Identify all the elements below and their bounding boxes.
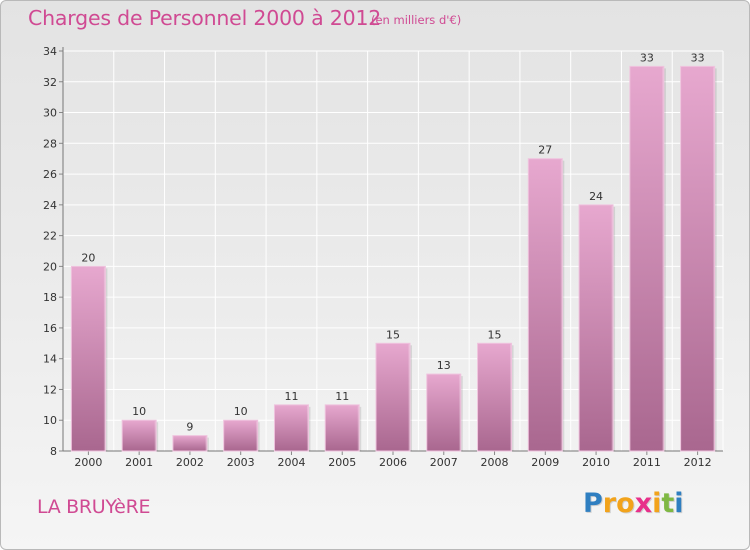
x-tick-label: 2004 <box>277 456 305 469</box>
x-tick-label: 2010 <box>582 456 610 469</box>
y-tick-label: 34 <box>43 45 57 58</box>
y-tick-label: 20 <box>43 260 57 273</box>
x-tick-label: 2002 <box>176 456 204 469</box>
x-tick-label: 2005 <box>328 456 356 469</box>
bar <box>578 204 614 452</box>
bar-value-label: 9 <box>186 421 193 434</box>
bar-value-label: 33 <box>691 51 705 64</box>
x-tick-label: 2011 <box>633 456 661 469</box>
bar <box>375 342 411 452</box>
bars <box>70 65 717 452</box>
bar <box>527 158 563 452</box>
x-tick-label: 2008 <box>481 456 509 469</box>
bar <box>121 419 157 452</box>
bar-value-label: 15 <box>386 328 400 341</box>
x-tick-label: 2006 <box>379 456 407 469</box>
x-axis-ticks: 2000 2001 2002 2003 2004 2005 2006 2007 2008 2009… <box>74 456 711 469</box>
logo-letter: r <box>602 488 617 519</box>
bar-value-label: 33 <box>640 51 654 64</box>
bar-value-label: 15 <box>488 328 502 341</box>
logo-letter: i <box>652 488 662 519</box>
y-tick-label: 24 <box>43 199 57 212</box>
y-tick-label: 28 <box>43 137 57 150</box>
x-tick-label: 2012 <box>684 456 712 469</box>
bar-value-label: 27 <box>538 144 552 157</box>
bar <box>680 65 716 452</box>
y-tick-label: 30 <box>43 107 57 120</box>
bar-value-label: 20 <box>81 251 95 264</box>
y-tick-label: 8 <box>50 445 57 458</box>
logo-letter: x <box>634 488 653 519</box>
x-tick-label: 2009 <box>531 456 559 469</box>
logo-letter: P <box>583 488 603 519</box>
y-tick-label: 10 <box>43 414 57 427</box>
y-tick-label: 18 <box>43 291 57 304</box>
x-tick-label: 2001 <box>125 456 153 469</box>
logo-letter: i <box>674 488 684 519</box>
bar <box>70 265 106 452</box>
chart-title: Charges de Personnel 2000 à 2012 <box>28 6 382 30</box>
y-tick-label: 32 <box>43 76 57 89</box>
bar <box>426 373 462 452</box>
y-tick-label: 14 <box>43 353 57 366</box>
x-tick-label: 2007 <box>430 456 458 469</box>
bar <box>477 342 513 452</box>
logo-letter: t <box>661 488 675 519</box>
bar-value-label: 24 <box>589 190 603 203</box>
location-label: LA BRUYèRE <box>37 496 151 518</box>
bar-value-label: 11 <box>284 390 298 403</box>
bar-value-label: 10 <box>234 405 248 418</box>
x-tick-label: 2003 <box>227 456 255 469</box>
chart-unit: (en milliers d'€) <box>371 13 462 27</box>
y-tick-label: 16 <box>43 322 57 335</box>
bar-value-label: 11 <box>335 390 349 403</box>
logo-letter: o <box>616 488 635 519</box>
bar <box>273 404 309 452</box>
bar <box>324 404 360 452</box>
bar <box>629 65 665 452</box>
y-tick-label: 22 <box>43 230 57 243</box>
y-tick-label: 26 <box>43 168 57 181</box>
bar-value-label: 10 <box>132 405 146 418</box>
x-tick-label: 2000 <box>74 456 102 469</box>
y-tick-label: 12 <box>43 383 57 396</box>
value-labels: 20 10 9 10 11 11 15 13 15 27 24 33 33 <box>81 51 704 433</box>
bar <box>223 419 259 452</box>
bar-value-label: 13 <box>437 359 451 372</box>
bar <box>172 435 208 452</box>
proxiti-logo[interactable]: Proxiti <box>583 488 684 519</box>
y-axis-ticks: 8 10 12 14 16 18 20 22 24 26 28 30 32 34 <box>43 45 57 458</box>
